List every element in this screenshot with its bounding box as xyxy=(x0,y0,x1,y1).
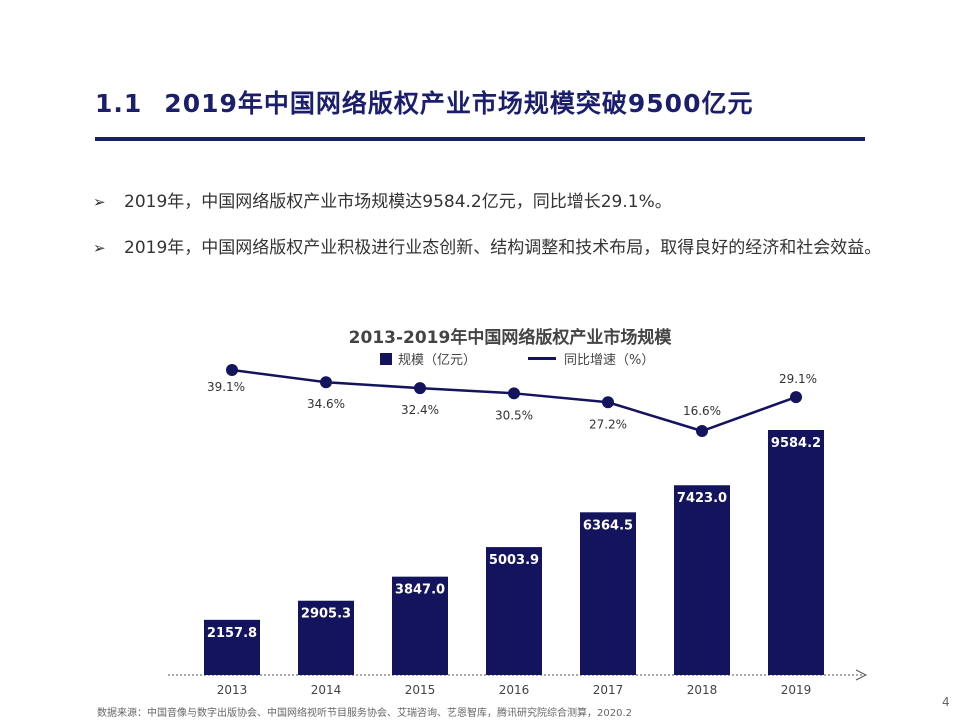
growth-point xyxy=(320,376,332,389)
x-tick-label: 2016 xyxy=(499,683,530,697)
bar-2018 xyxy=(674,485,730,675)
chart-title: 2013-2019年中国网络版权产业市场规模 xyxy=(348,328,672,348)
growth-point xyxy=(414,382,426,395)
growth-point xyxy=(226,364,238,376)
growth-value-label: 39.1% xyxy=(207,380,245,394)
bar-2014 xyxy=(298,600,354,675)
bar-value-label: 3847.0 xyxy=(395,583,445,598)
bullet-item: ➢ 2019年，中国网络版权产业积极进行业态创新、结构调整和技术布局，取得良好的… xyxy=(93,236,913,260)
bar-2017 xyxy=(580,512,636,675)
bar-2013 xyxy=(204,619,260,675)
bar-value-label: 5003.9 xyxy=(489,553,539,568)
x-tick-label: 2018 xyxy=(687,683,718,697)
arrow-bullet-icon: ➢ xyxy=(93,239,106,257)
x-tick-label: 2013 xyxy=(217,683,248,697)
bar-value-label: 2157.8 xyxy=(207,626,257,641)
legend-label: 规模（亿元） xyxy=(398,353,477,368)
bar-2015 xyxy=(392,576,448,675)
legend-label: 同比增速（%） xyxy=(564,353,655,368)
growth-point xyxy=(508,387,520,400)
legend-item-line: 同比增速（%） xyxy=(528,349,654,368)
bullet-list: ➢ 2019年，中国网络版权产业市场规模达9584.2亿元，同比增长29.1%。… xyxy=(93,190,913,282)
source-note: 数据来源：中国音像与数字出版协会、中国网络视听节目服务协会、艾瑞咨询、艺恩智库，… xyxy=(97,708,632,719)
page-title: 1.1 2019年中国网络版权产业市场规模突破9500亿元 xyxy=(95,84,753,120)
title-underline xyxy=(95,137,865,141)
bullet-text: 2019年，中国网络版权产业市场规模达9584.2亿元，同比增长29.1%。 xyxy=(124,192,672,212)
bar-value-label: 6364.5 xyxy=(583,518,633,533)
legend-item-bar: 规模（亿元） xyxy=(380,349,476,368)
title-text: 2019年中国网络版权产业市场规模突破9500亿元 xyxy=(164,89,754,118)
legend-line-icon xyxy=(528,357,556,360)
bar-2019 xyxy=(768,430,824,675)
growth-point xyxy=(602,396,614,409)
bar-value-label: 9584.2 xyxy=(771,436,821,451)
x-tick-label: 2014 xyxy=(311,683,342,697)
bullet-text: 2019年，中国网络版权产业积极进行业态创新、结构调整和技术布局，取得良好的经济… xyxy=(124,238,882,258)
growth-value-label: 29.1% xyxy=(779,372,817,386)
bar-value-label: 7423.0 xyxy=(677,491,727,506)
section-number: 1.1 xyxy=(95,89,143,118)
growth-value-label: 32.4% xyxy=(401,403,439,417)
growth-value-label: 27.2% xyxy=(589,417,627,431)
growth-value-label: 30.5% xyxy=(495,408,533,422)
growth-point xyxy=(790,391,802,404)
growth-value-label: 16.6% xyxy=(683,404,721,418)
arrow-bullet-icon: ➢ xyxy=(93,193,106,211)
page-number: 4 xyxy=(942,695,950,709)
growth-point xyxy=(696,425,708,437)
x-tick-label: 2015 xyxy=(405,683,436,697)
bar-2016 xyxy=(486,547,542,675)
bullet-item: ➢ 2019年，中国网络版权产业市场规模达9584.2亿元，同比增长29.1%。 xyxy=(93,190,913,214)
x-tick-label: 2017 xyxy=(593,683,624,697)
x-tick-label: 2019 xyxy=(781,683,812,697)
growth-value-label: 34.6% xyxy=(307,397,345,411)
bar-value-label: 2905.3 xyxy=(301,607,351,622)
legend-square-icon xyxy=(380,353,392,365)
x-axis-arrow-icon xyxy=(855,669,868,681)
